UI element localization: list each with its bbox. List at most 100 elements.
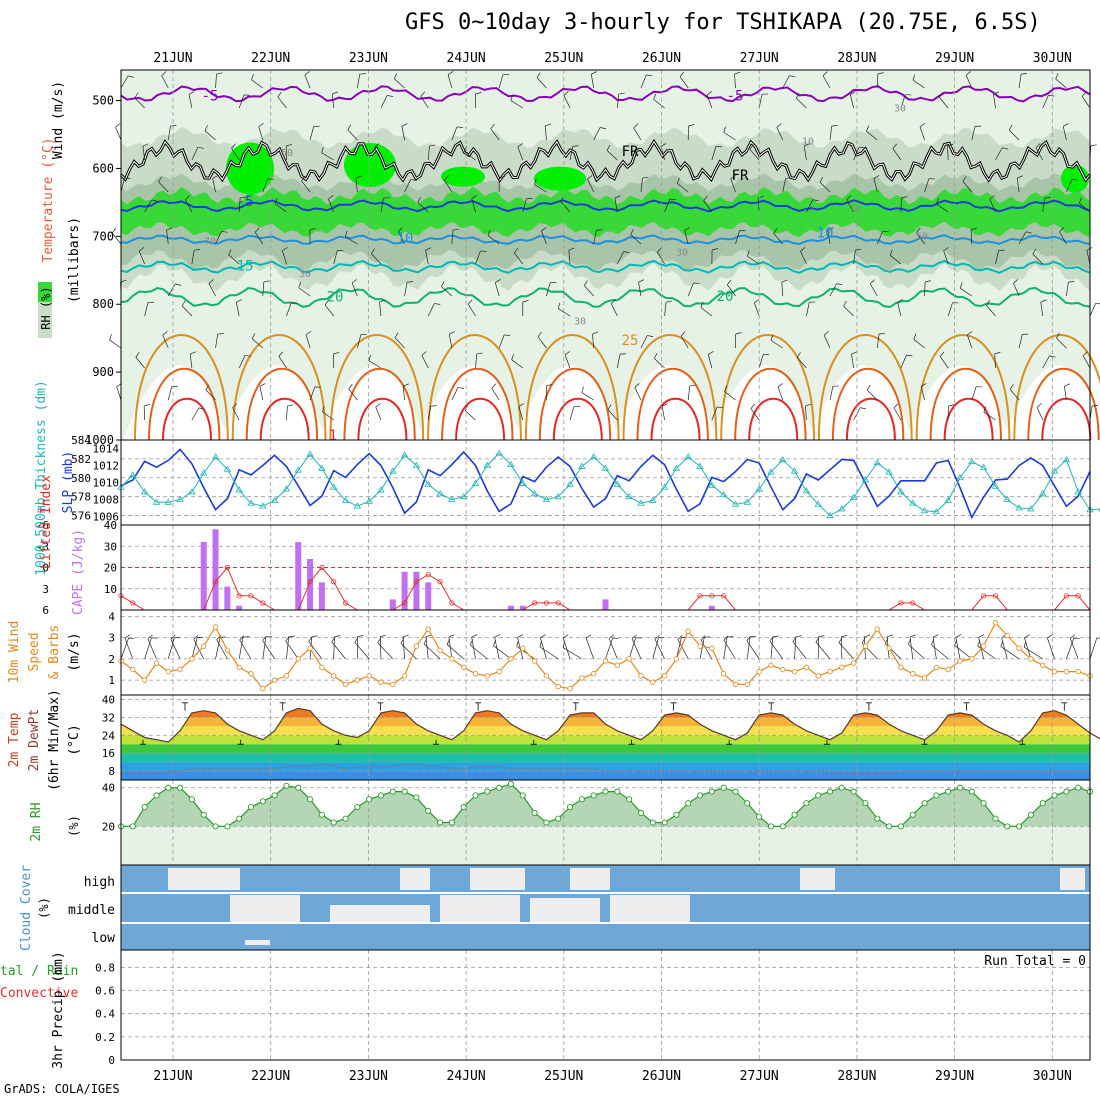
wind-barb bbox=[546, 282, 551, 297]
cloud-gap bbox=[530, 898, 600, 922]
wind-speed-marker bbox=[803, 664, 810, 671]
temperature-contour bbox=[120, 234, 1091, 246]
thickness-marker bbox=[956, 474, 964, 481]
lifted-index-marker bbox=[248, 593, 254, 599]
y-tick-label: 900 bbox=[92, 365, 114, 379]
wind-barb bbox=[592, 334, 595, 349]
contour-label: 20 bbox=[327, 290, 344, 306]
rh-marker bbox=[744, 800, 751, 807]
wind-barb-flag bbox=[647, 335, 654, 338]
wind-barb bbox=[947, 146, 949, 161]
wind-barb-flag bbox=[638, 279, 645, 283]
wind-barb-flag bbox=[631, 634, 637, 640]
rh-marker bbox=[1027, 811, 1034, 818]
contour-label: 1 bbox=[329, 428, 337, 444]
wind-barb-flag bbox=[680, 331, 686, 337]
cape-bar bbox=[602, 599, 609, 610]
ylabel-cloud-unit: (%) bbox=[37, 897, 51, 919]
wind-barb bbox=[252, 338, 264, 349]
wind-speed-marker bbox=[567, 685, 573, 692]
wind-barb-flag bbox=[568, 247, 575, 251]
wind-barb bbox=[608, 638, 618, 660]
lifted-index-marker bbox=[425, 571, 431, 578]
wind-barb bbox=[374, 147, 382, 161]
wind-barb-flag bbox=[205, 384, 210, 391]
wind-barb-flag bbox=[394, 332, 399, 338]
wind-barb bbox=[541, 230, 547, 245]
wind-barb-flag bbox=[456, 126, 463, 128]
wind-barb bbox=[498, 74, 504, 89]
wind-barb-flag bbox=[331, 636, 336, 642]
wind-barb bbox=[322, 411, 334, 421]
cape-bar bbox=[708, 605, 715, 610]
precip-legend-convective: Convective bbox=[0, 986, 78, 1001]
thickness-marker bbox=[188, 488, 196, 495]
wind-barb bbox=[215, 231, 222, 245]
wind-barb-flag bbox=[983, 406, 987, 413]
wind-barb bbox=[427, 146, 430, 161]
wind-barb-flag bbox=[943, 247, 949, 252]
wind-barb bbox=[661, 406, 665, 421]
contour-label: 30 bbox=[676, 247, 688, 258]
axes-layer: 21JUN 21JUN 22JUN 22JUN 23JUN 23JUN 24JUN 24JUN… bbox=[153, 51, 1071, 1084]
wind-speed-marker bbox=[295, 656, 301, 662]
rh-marker bbox=[1063, 788, 1070, 795]
rh-marker bbox=[791, 811, 798, 818]
contour-label: 70 bbox=[204, 236, 216, 247]
wind-barb bbox=[231, 148, 240, 161]
temp-band bbox=[121, 726, 1090, 736]
wind-barb bbox=[356, 74, 361, 89]
wind-speed-marker bbox=[1075, 668, 1081, 675]
wind-barb bbox=[357, 334, 362, 349]
wind-barb-flag bbox=[417, 197, 421, 203]
rh-marker bbox=[188, 796, 195, 803]
rh-marker bbox=[886, 823, 893, 830]
wind-barb-flag bbox=[679, 71, 684, 77]
wind-barb-flag bbox=[522, 300, 529, 303]
wind-barb-flag bbox=[608, 634, 615, 639]
day-label-top: 23JUN bbox=[349, 51, 388, 66]
wind-barb bbox=[427, 406, 432, 421]
wind-barb-flag bbox=[111, 228, 116, 234]
wind-barb-flag bbox=[467, 299, 473, 305]
wind-barb bbox=[815, 641, 831, 660]
wind-barb-flag bbox=[124, 634, 130, 639]
wind-barb bbox=[819, 182, 831, 193]
wind-barb bbox=[191, 250, 195, 265]
thickness-marker bbox=[495, 449, 503, 456]
rh-marker bbox=[425, 807, 432, 814]
wind-barb-flag bbox=[1013, 279, 1019, 284]
wind-barb bbox=[379, 636, 382, 659]
wind-speed-marker bbox=[992, 620, 999, 626]
wind-speed-marker bbox=[957, 658, 963, 664]
ylabel-thickness: 1000-500mb Thickness (dm) bbox=[34, 380, 49, 576]
rh-marker bbox=[389, 788, 396, 795]
wind-barb-flag bbox=[144, 403, 150, 407]
rh-marker bbox=[578, 796, 585, 803]
cape-bar bbox=[318, 582, 325, 610]
wind-barb-flag bbox=[822, 71, 828, 77]
cape-bar bbox=[307, 559, 314, 610]
wind-barb-flag bbox=[907, 638, 912, 645]
wind-speed-marker bbox=[271, 677, 278, 683]
wind-barb bbox=[368, 360, 382, 369]
day-label-bottom: 25JUN bbox=[544, 1069, 583, 1084]
wind-barb-flag bbox=[469, 639, 473, 646]
contour-label: 30 bbox=[299, 269, 311, 280]
wind-speed-marker bbox=[331, 673, 337, 679]
rh-marker bbox=[767, 823, 774, 830]
precip-panel: 0.8 0.6 0.4 0.2 0 Run Total = 0 tal / Rain Conv… bbox=[0, 949, 1091, 1069]
wind-barb bbox=[796, 98, 807, 109]
wind-barb-flag bbox=[864, 634, 871, 638]
wind-barb-flag bbox=[878, 332, 885, 335]
wind-barb bbox=[511, 359, 523, 369]
lifted-index-marker bbox=[319, 564, 325, 571]
thickness-marker bbox=[318, 464, 326, 471]
wind-barb bbox=[191, 637, 198, 659]
wind-barb bbox=[347, 129, 358, 141]
thickness-marker bbox=[613, 480, 622, 487]
slp-thickness-panel: 584582580578576101410121010100810061000-… bbox=[34, 380, 1100, 576]
wind-barb bbox=[208, 283, 216, 297]
wind-barb-flag bbox=[893, 403, 899, 409]
